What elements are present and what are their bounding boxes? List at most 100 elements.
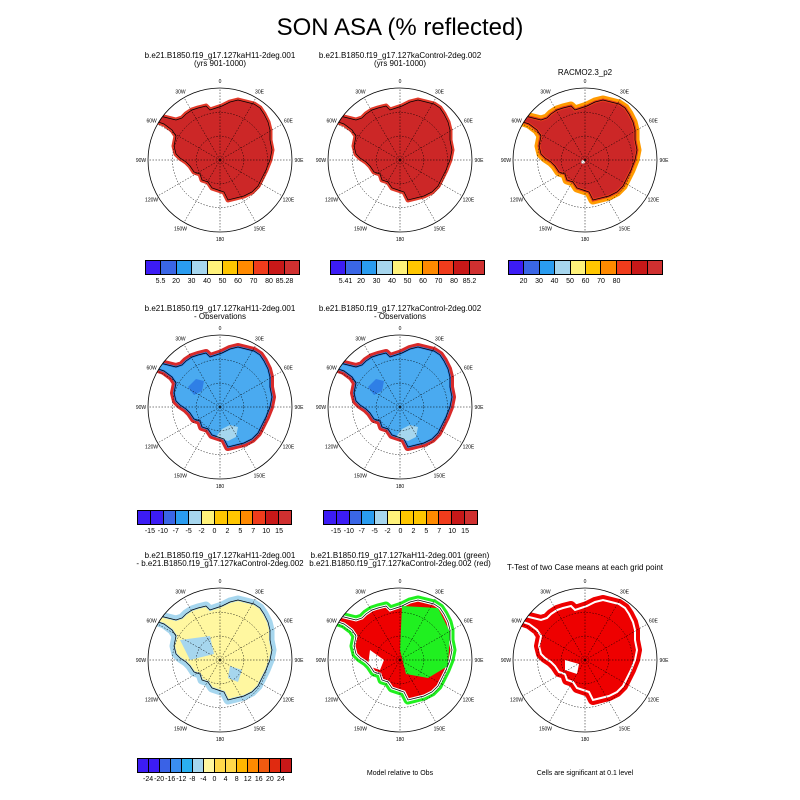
longitude-label: 0 [219, 326, 222, 332]
colorbar-swatch [207, 261, 224, 274]
longitude-label: 60E [284, 119, 294, 125]
colorbar-swatch [176, 261, 193, 274]
figure-title: SON ASA (% reflected) [276, 14, 524, 41]
colorbar-swatch [193, 759, 204, 772]
colorbar-swatch [324, 511, 337, 524]
panel-title: RACMO2.3_p2 [557, 68, 613, 77]
colorbar-tick-label: 12 [243, 776, 252, 783]
longitude-label: 60W [326, 366, 337, 372]
panel-title: T-Test of two Case means at each grid po… [506, 563, 664, 572]
longitude-label: 30W [355, 590, 366, 596]
colorbar-tick-label: -5 [371, 528, 378, 535]
longitude-label: 120W [510, 698, 523, 704]
longitude-label: 30W [355, 90, 366, 96]
longitude-label: 150E [434, 226, 446, 232]
longitude-label: 150W [539, 726, 552, 732]
longitude-label: 150W [354, 726, 367, 732]
panel-title: b.e21.B1850.f19_g17.127kaH11-2deg.001- b… [136, 551, 304, 568]
colorbar-swatch [237, 759, 248, 772]
colorbar-tick-label: 50 [218, 278, 227, 285]
colorbar-swatch [226, 759, 237, 772]
colorbar-swatch [150, 511, 164, 524]
longitude-label: 60W [146, 119, 157, 125]
longitude-label: 60E [649, 119, 659, 125]
longitude-label: 120W [325, 198, 338, 204]
longitude-label: 0 [219, 79, 222, 85]
longitude-label: 180 [396, 237, 405, 243]
colorbar-swatch [400, 511, 414, 524]
colorbar-tick-label: 30 [187, 278, 196, 285]
colorbar-tick-label: 70 [249, 278, 258, 285]
colorbar-swatch [426, 511, 440, 524]
map-content: 0 30E 60E 90E 120E 150E 180 150W 120W 90W 60W 30W [136, 579, 304, 743]
colorbar-tick-label: 50 [566, 278, 574, 285]
longitude-label: 60W [146, 366, 157, 372]
colorbar-tick-label: -15 [330, 528, 341, 535]
colorbar-swatch [438, 261, 455, 274]
longitude-label: 0 [219, 579, 222, 585]
colorbar-swatch [465, 511, 477, 524]
longitude-label: 90W [316, 158, 327, 164]
longitude-label: 30W [175, 590, 186, 596]
colorbar-tick-label: 5 [424, 528, 429, 535]
polar-map: 0 30E 60E 90E 120E 150E 180 150W 120W 90W 60W 30W [501, 579, 669, 743]
colorbar-swatch [439, 511, 453, 524]
longitude-label: 30E [435, 90, 445, 96]
colorbar-tick-label: 70 [597, 278, 605, 285]
longitude-label: 180 [216, 737, 225, 743]
colorbar-tick-label: 0 [212, 528, 217, 535]
colorbar-swatch [238, 261, 254, 274]
colorbar-swatch [163, 511, 177, 524]
colorbar-swatch [214, 511, 228, 524]
longitude-label: 150W [354, 226, 367, 232]
longitude-label: 60W [511, 119, 522, 125]
colorbar-swatch [539, 261, 556, 274]
colorbar-swatch [160, 759, 171, 772]
colorbar-tick-label: 20 [172, 278, 180, 285]
colorbar-tick-label: -10 [157, 528, 168, 535]
colorbar-tick-label: 15 [461, 528, 469, 535]
colorbar-tick-label: 80 [450, 278, 458, 285]
longitude-label: 60W [326, 619, 337, 625]
polar-map: 0 30E 60E 90E 120E 150E 180 150W 120W 90W 60W 30W [316, 579, 484, 743]
longitude-label: 90E [295, 158, 305, 164]
colorbar-swatch [601, 261, 617, 274]
longitude-label: 150W [174, 473, 187, 479]
longitude-label: 150E [619, 726, 631, 732]
colorbar-tick-label: 0 [212, 776, 217, 783]
colorbar-swatch [361, 261, 378, 274]
longitude-label: 90E [475, 405, 485, 411]
longitude-label: 120E [283, 698, 295, 704]
colorbar-tick-label: 85.2 [462, 278, 477, 285]
colorbar-swatch [171, 759, 182, 772]
longitude-label: 120W [145, 445, 158, 451]
colorbar-tick-label: -12 [176, 776, 187, 783]
colorbar-tick-label: 40 [388, 278, 396, 285]
longitude-label: 0 [584, 79, 587, 85]
colorbar-swatch [413, 511, 427, 524]
colorbar-tick-label: 5.41 [338, 278, 353, 285]
colorbar-swatch [202, 511, 215, 524]
colorbar-swatch [423, 261, 439, 274]
colorbar-tick-label: 7 [251, 528, 256, 535]
colorbar-swatch [269, 261, 285, 274]
longitude-label: 90W [501, 658, 512, 664]
longitude-label: 150E [254, 473, 266, 479]
longitude-label: 120E [283, 198, 295, 204]
colorbar-swatch [253, 261, 270, 274]
longitude-label: 30W [175, 337, 186, 343]
panel-title: b.e21.B1850.f19_g17.127kaH11-2deg.001 (yr… [144, 51, 296, 68]
longitude-label: 90W [316, 658, 327, 664]
longitude-label: 90W [136, 158, 147, 164]
map-content: 0 30E 60E 90E 120E 150E 180 150W 120W 90W 60W 30W [316, 326, 484, 490]
longitude-label: 0 [399, 579, 402, 585]
colorbar-swatch [555, 261, 571, 274]
longitude-label: 30E [620, 90, 630, 96]
colorbar-swatch [146, 261, 162, 274]
colorbar [330, 260, 485, 275]
longitude-label: 30E [255, 337, 265, 343]
colorbar-swatch [616, 261, 633, 274]
colorbar-swatch [248, 759, 259, 772]
longitude-label: 30E [435, 337, 445, 343]
longitude-label: 120E [648, 198, 660, 204]
